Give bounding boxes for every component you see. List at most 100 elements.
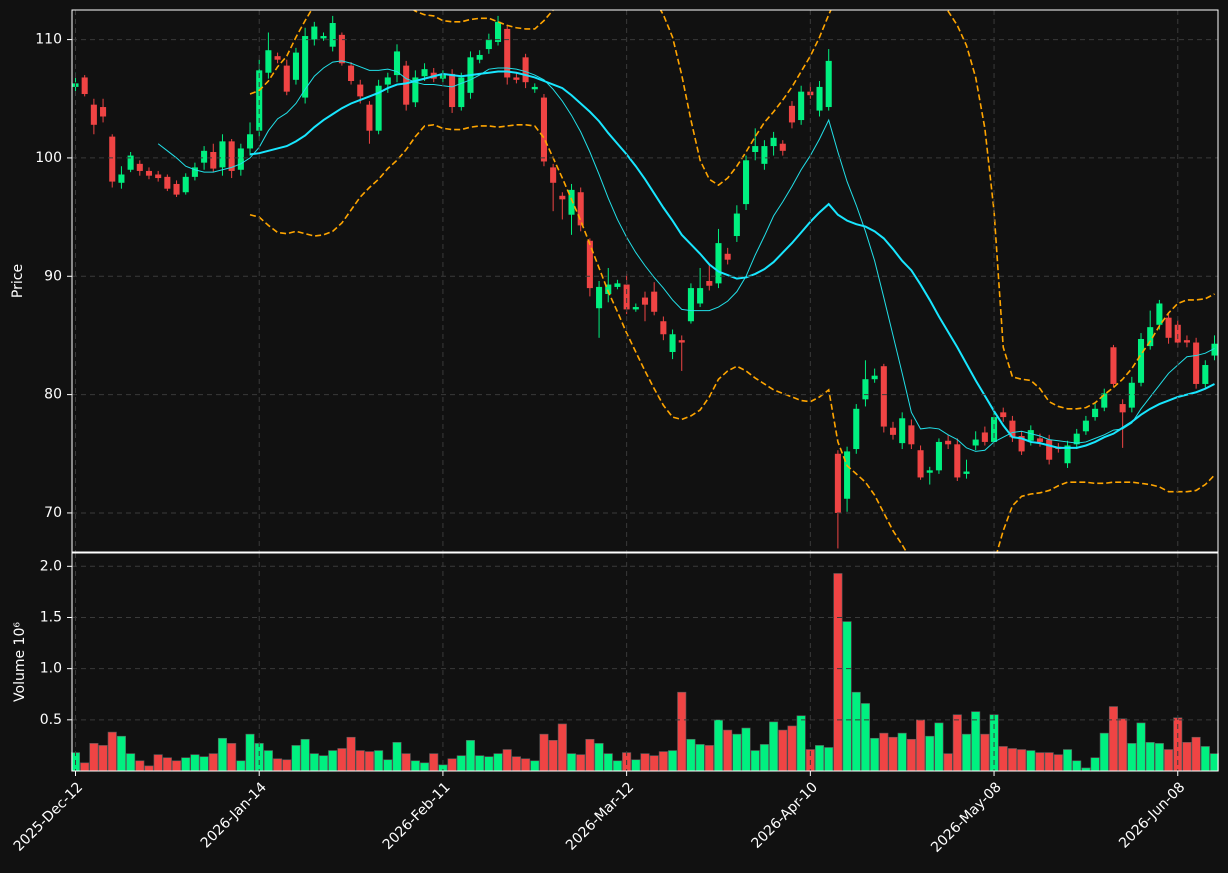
volume-bar (1127, 743, 1137, 772)
volume-bar (925, 735, 935, 772)
candle-body (788, 105, 795, 123)
volume-bar (374, 750, 384, 772)
volume-bar (860, 703, 870, 772)
candle-body (540, 97, 547, 162)
volume-bar (566, 753, 577, 772)
candle-body (825, 60, 832, 108)
volume-bar (181, 757, 191, 772)
volume-bar (429, 753, 439, 772)
candle-body (1101, 393, 1108, 408)
volume-bar (153, 754, 163, 772)
volume-bar (1099, 732, 1109, 772)
volume-bar (337, 748, 347, 772)
candle-body (393, 51, 401, 76)
candle-body (1174, 324, 1181, 343)
candle-body (90, 104, 97, 125)
candle-body (283, 65, 290, 92)
volume-bar (208, 753, 218, 772)
candle-body (412, 77, 419, 103)
y-tick-label: 90 (44, 268, 62, 284)
volume-bar (686, 738, 696, 772)
volume-bar (658, 751, 668, 772)
candle-body (127, 155, 134, 170)
volume-bar (245, 733, 255, 772)
candle-body (871, 375, 878, 380)
volume-axis-label: Volume 10⁶ (12, 622, 28, 702)
candle-body (577, 192, 584, 226)
candle-body (81, 77, 88, 95)
volume-bar (98, 745, 108, 772)
candle-body (449, 73, 456, 108)
candle-body (1009, 420, 1016, 438)
y-tick-label: 80 (44, 387, 62, 403)
candle-body (706, 281, 713, 286)
volume-bar (420, 762, 430, 772)
y-tick-label: 2.0 (40, 558, 62, 574)
candle-body (495, 21, 502, 42)
candle-body (136, 163, 143, 171)
volume-bar (493, 753, 503, 772)
candle-body (862, 379, 869, 400)
volume-bar (254, 743, 264, 772)
volume-bar (475, 755, 485, 772)
volume-bar (484, 756, 494, 772)
candle-body (1064, 445, 1071, 464)
volume-bar (769, 721, 779, 772)
price-panel (72, 10, 1218, 552)
volume-bar (1200, 746, 1210, 772)
candle-body (1082, 420, 1089, 432)
y-axis-label: Price (10, 264, 26, 298)
candle-body (1036, 438, 1044, 442)
volume-bar (888, 736, 898, 772)
candle-body (697, 288, 704, 304)
volume-bar (649, 755, 659, 772)
volume-bar (1017, 749, 1027, 772)
candle-body (182, 176, 189, 193)
candle-body (844, 451, 851, 499)
volume-bar (116, 735, 126, 772)
candle-body (834, 453, 841, 513)
volume-bar (126, 753, 136, 772)
candle-body (761, 146, 768, 164)
volume-bar (704, 745, 714, 772)
volume-bar (447, 758, 457, 772)
volume-bar (1154, 743, 1164, 772)
volume-bar (282, 759, 292, 772)
volume-bar (759, 744, 769, 772)
volume-bar (89, 743, 99, 772)
candle-body (237, 148, 244, 170)
candle-body (173, 183, 180, 195)
candle-body (265, 50, 272, 73)
candle-body (733, 213, 740, 237)
volume-panel (70, 573, 1220, 772)
volume-bar (190, 754, 200, 772)
candle-body (559, 195, 566, 200)
volume-bar (318, 755, 329, 772)
candle-body (191, 167, 198, 177)
volume-bar (521, 758, 531, 772)
volume-bar (144, 765, 154, 772)
volume-bar (732, 733, 742, 772)
volume-bar (1053, 754, 1063, 772)
candle-body (687, 288, 694, 322)
candle-body (421, 69, 428, 77)
volume-bar (1164, 749, 1174, 772)
candle-body (632, 307, 639, 310)
volume-bar (998, 746, 1008, 772)
volume-bar (943, 753, 953, 772)
volume-bar (1072, 760, 1082, 772)
candle-body (917, 450, 924, 478)
candle-body (899, 418, 906, 444)
volume-bar (217, 737, 227, 772)
volume-bar (273, 758, 283, 772)
candle-body (550, 167, 557, 183)
candle-body (320, 36, 327, 39)
volume-bar (383, 759, 393, 772)
volume-bar (897, 732, 907, 772)
volume-bar (328, 750, 338, 772)
candle-body (660, 321, 667, 335)
overlay-line (249, 10, 1215, 410)
candle-body (779, 143, 786, 151)
volume-bar (1209, 753, 1220, 772)
